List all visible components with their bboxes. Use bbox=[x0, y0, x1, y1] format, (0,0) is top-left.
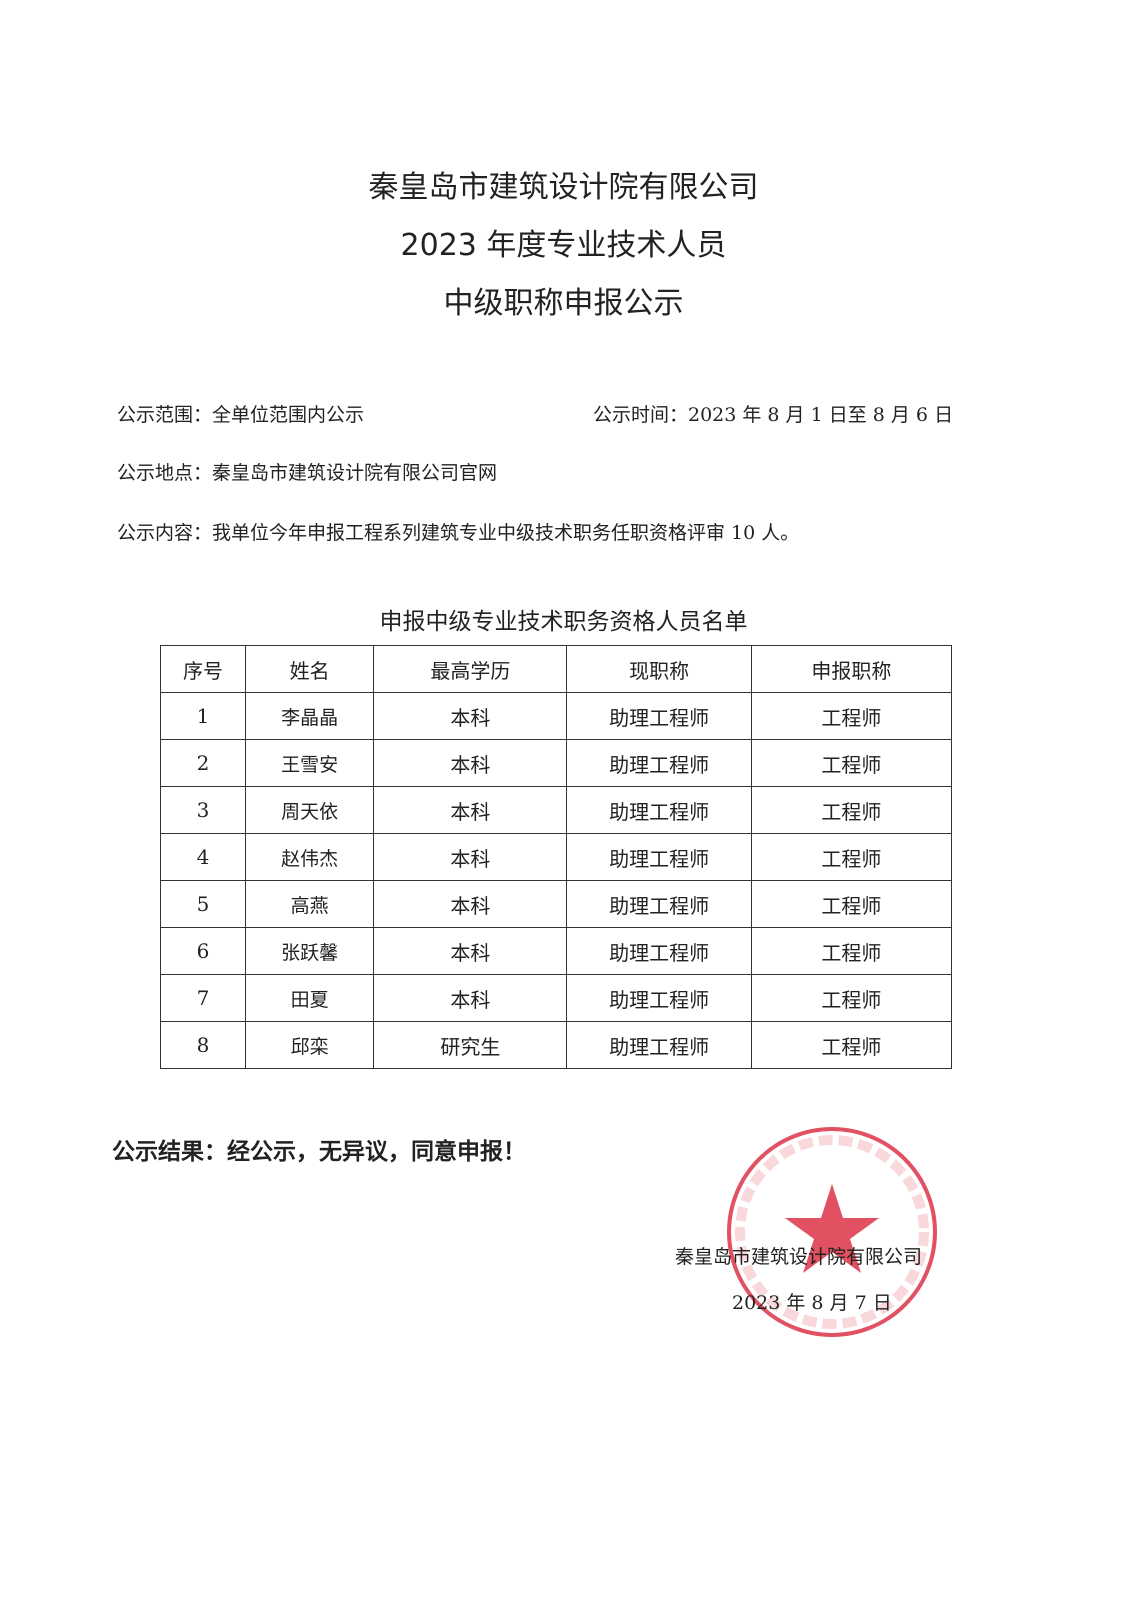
signature-date: 2023 年 8 月 7 日 bbox=[732, 1292, 892, 1314]
applied-title-cell: 工程师 bbox=[750, 1021, 953, 1069]
name-cell: 李晶晶 bbox=[245, 692, 375, 740]
current-title-cell: 助理工程师 bbox=[566, 1021, 752, 1069]
seq-cell: 6 bbox=[159, 927, 247, 975]
current-title-cell: 助理工程师 bbox=[566, 739, 752, 787]
seq-cell: 7 bbox=[159, 974, 247, 1022]
table-row: 3 周天依 本科 助理工程师 工程师 bbox=[159, 786, 953, 834]
applied-title-cell: 工程师 bbox=[750, 927, 953, 975]
name-cell: 周天依 bbox=[245, 786, 375, 834]
current-title-cell: 助理工程师 bbox=[566, 974, 752, 1022]
header-cell: 姓名 bbox=[245, 645, 375, 693]
applicant-table: 序号 姓名 最高学历 现职称 申报职称 1 李晶晶 本科 助理工程师 工程师 2 王雪安 本科… bbox=[159, 645, 953, 1069]
applied-title-cell: 工程师 bbox=[750, 833, 953, 881]
seq-cell: 1 bbox=[159, 692, 247, 740]
name-cell: 田夏 bbox=[245, 974, 375, 1022]
education-cell: 本科 bbox=[373, 974, 568, 1022]
current-title-cell: 助理工程师 bbox=[566, 927, 752, 975]
name-cell: 赵伟杰 bbox=[245, 833, 375, 881]
seal-ring bbox=[727, 1127, 937, 1337]
notice-scope: 公示范围：全单位范围内公示 bbox=[117, 404, 365, 426]
notice-place: 公示地点：秦皇岛市建筑设计院有限公司官网 bbox=[117, 462, 498, 484]
current-title-cell: 助理工程师 bbox=[566, 880, 752, 928]
seq-cell: 2 bbox=[159, 739, 247, 787]
name-cell: 王雪安 bbox=[245, 739, 375, 787]
education-cell: 研究生 bbox=[373, 1021, 568, 1069]
table-row: 2 王雪安 本科 助理工程师 工程师 bbox=[159, 739, 953, 787]
seq-cell: 8 bbox=[159, 1021, 247, 1069]
table-row: 1 李晶晶 本科 助理工程师 工程师 bbox=[159, 692, 953, 740]
table-row: 8 邱栾 研究生 助理工程师 工程师 bbox=[159, 1021, 953, 1069]
official-seal bbox=[727, 1127, 937, 1337]
header-cell: 序号 bbox=[159, 645, 247, 693]
current-title-cell: 助理工程师 bbox=[566, 833, 752, 881]
notice-content: 公示内容：我单位今年申报工程系列建筑专业中级技术职务任职资格评审 10 人。 bbox=[117, 522, 800, 544]
applied-title-cell: 工程师 bbox=[750, 692, 953, 740]
name-cell: 邱栾 bbox=[245, 1021, 375, 1069]
education-cell: 本科 bbox=[373, 739, 568, 787]
education-cell: 本科 bbox=[373, 833, 568, 881]
education-cell: 本科 bbox=[373, 880, 568, 928]
applied-title-cell: 工程师 bbox=[750, 786, 953, 834]
education-cell: 本科 bbox=[373, 786, 568, 834]
table-row: 4 赵伟杰 本科 助理工程师 工程师 bbox=[159, 833, 953, 881]
name-cell: 张跃馨 bbox=[245, 927, 375, 975]
applied-title-cell: 工程师 bbox=[750, 880, 953, 928]
seq-cell: 4 bbox=[159, 833, 247, 881]
title-year: 2023 年度专业技术人员 bbox=[400, 228, 727, 263]
table-row: 7 田夏 本科 助理工程师 工程师 bbox=[159, 974, 953, 1022]
current-title-cell: 助理工程师 bbox=[566, 692, 752, 740]
seq-cell: 3 bbox=[159, 786, 247, 834]
signature-org: 秦皇岛市建筑设计院有限公司 bbox=[675, 1246, 923, 1268]
table-header-row: 序号 姓名 最高学历 现职称 申报职称 bbox=[159, 645, 953, 693]
table-caption: 申报中级专业技术职务资格人员名单 bbox=[379, 609, 748, 635]
seq-cell: 5 bbox=[159, 880, 247, 928]
table-row: 5 高燕 本科 助理工程师 工程师 bbox=[159, 880, 953, 928]
title-company: 秦皇岛市建筑设计院有限公司 bbox=[368, 170, 759, 205]
education-cell: 本科 bbox=[373, 927, 568, 975]
applied-title-cell: 工程师 bbox=[750, 974, 953, 1022]
notice-time: 公示时间：2023 年 8 月 1 日至 8 月 6 日 bbox=[593, 404, 954, 426]
seal-lettering-band bbox=[735, 1135, 929, 1329]
header-cell: 现职称 bbox=[566, 645, 752, 693]
notice-result: 公示结果：经公示，无异议，同意申报！ bbox=[112, 1139, 526, 1165]
header-cell: 最高学历 bbox=[373, 645, 568, 693]
star-icon bbox=[785, 1184, 879, 1273]
table-row: 6 张跃馨 本科 助理工程师 工程师 bbox=[159, 927, 953, 975]
title-notice: 中级职称申报公示 bbox=[443, 286, 684, 321]
header-cell: 申报职称 bbox=[750, 645, 953, 693]
education-cell: 本科 bbox=[373, 692, 568, 740]
applied-title-cell: 工程师 bbox=[750, 739, 953, 787]
current-title-cell: 助理工程师 bbox=[566, 786, 752, 834]
name-cell: 高燕 bbox=[245, 880, 375, 928]
